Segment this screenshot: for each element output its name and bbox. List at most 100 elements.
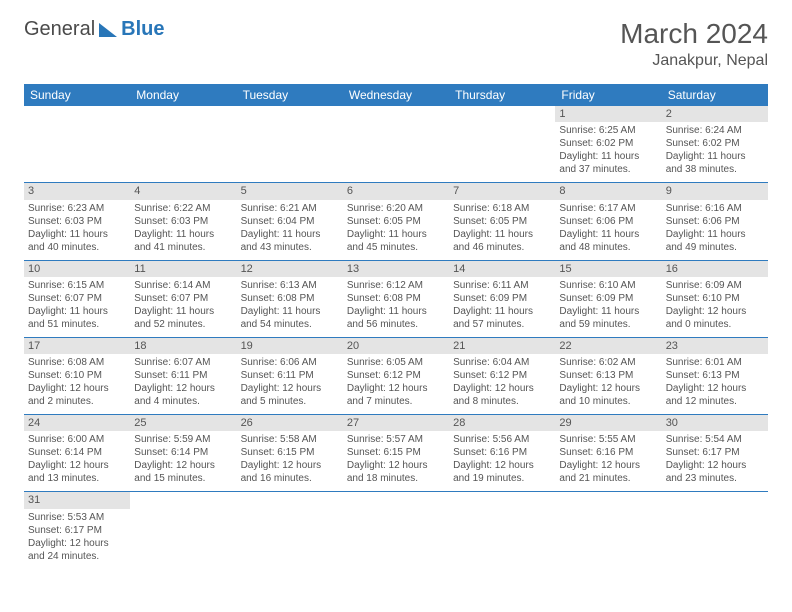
weekday-header: Sunday (24, 84, 130, 106)
header: General Blue March 2024 Janakpur, Nepal (24, 18, 768, 70)
day-details: Sunrise: 6:12 AMSunset: 6:08 PMDaylight:… (347, 279, 445, 331)
calendar-cell: . (449, 106, 555, 183)
day-details: Sunrise: 5:57 AMSunset: 6:15 PMDaylight:… (347, 433, 445, 485)
calendar-cell: 4Sunrise: 6:22 AMSunset: 6:03 PMDaylight… (130, 183, 236, 260)
day-number: 15 (555, 261, 661, 277)
day-number: 28 (449, 415, 555, 431)
calendar-cell: 29 Sunrise: 5:55 AMSunset: 6:16 PMDayligh… (555, 415, 661, 492)
day-number: 11 (130, 261, 236, 277)
calendar-cell: . (449, 492, 555, 569)
calendar-cell: 14Sunrise: 6:11 AMSunset: 6:09 PMDayligh… (449, 260, 555, 337)
day-number: 19 (237, 338, 343, 354)
calendar-cell: . (662, 492, 768, 569)
day-details: Sunrise: 6:18 AMSunset: 6:05 PMDaylight:… (453, 202, 551, 254)
location: Janakpur, Nepal (620, 52, 768, 70)
calendar-cell: 8 Sunrise: 6:17 AMSunset: 6:06 PMDaylight… (555, 183, 661, 260)
calendar-week-row: 3Sunrise: 6:23 AMSunset: 6:03 PMDaylight… (24, 183, 768, 260)
day-details: Sunrise: 6:10 AMSunset: 6:09 PMDaylight:… (559, 279, 657, 331)
day-details: Sunrise: 6:24 AMSunset: 6:02 PMDaylight:… (666, 124, 764, 176)
day-details: Sunrise: 6:09 AMSunset: 6:10 PMDaylight:… (666, 279, 764, 331)
calendar-cell: 20Sunrise: 6:05 AMSunset: 6:12 PMDayligh… (343, 337, 449, 414)
day-details: Sunrise: 6:06 AMSunset: 6:11 PMDaylight:… (241, 356, 339, 408)
calendar-cell: 31Sunrise: 5:53 AMSunset: 6:17 PMDayligh… (24, 492, 130, 569)
calendar-cell: . (555, 492, 661, 569)
day-number: 9 (662, 183, 768, 199)
calendar-cell: 16 Sunrise: 6:09 AMSunset: 6:10 PMDayligh… (662, 260, 768, 337)
day-number: 2 (662, 106, 768, 122)
day-number: 8 (555, 183, 661, 199)
logo: General Blue (24, 18, 165, 41)
calendar-cell: 24Sunrise: 6:00 AMSunset: 6:14 PMDayligh… (24, 415, 130, 492)
calendar-cell: 17Sunrise: 6:08 AMSunset: 6:10 PMDayligh… (24, 337, 130, 414)
day-number: 1 (555, 106, 661, 122)
calendar-cell: 1 Sunrise: 6:25 AMSunset: 6:02 PMDaylight… (555, 106, 661, 183)
day-number: 6 (343, 183, 449, 199)
day-number: 17 (24, 338, 130, 354)
day-details: Sunrise: 5:55 AMSunset: 6:16 PMDaylight:… (559, 433, 657, 485)
calendar-week-row: 17Sunrise: 6:08 AMSunset: 6:10 PMDayligh… (24, 337, 768, 414)
day-details: Sunrise: 6:15 AMSunset: 6:07 PMDaylight:… (28, 279, 126, 331)
weekday-row: SundayMondayTuesdayWednesdayThursdayFrid… (24, 84, 768, 106)
calendar-head: SundayMondayTuesdayWednesdayThursdayFrid… (24, 84, 768, 106)
title-block: March 2024 Janakpur, Nepal (620, 18, 768, 70)
day-details: Sunrise: 6:17 AMSunset: 6:06 PMDaylight:… (559, 202, 657, 254)
day-details: Sunrise: 5:54 AMSunset: 6:17 PMDaylight:… (666, 433, 764, 485)
day-number: 31 (24, 492, 130, 508)
calendar-cell: 12Sunrise: 6:13 AMSunset: 6:08 PMDayligh… (237, 260, 343, 337)
day-details: Sunrise: 6:02 AMSunset: 6:13 PMDaylight:… (559, 356, 657, 408)
calendar-cell: 30 Sunrise: 5:54 AMSunset: 6:17 PMDayligh… (662, 415, 768, 492)
calendar-cell: 22Sunrise: 6:02 AMSunset: 6:13 PMDayligh… (555, 337, 661, 414)
day-number: 26 (237, 415, 343, 431)
day-number: 20 (343, 338, 449, 354)
day-details: Sunrise: 6:11 AMSunset: 6:09 PMDaylight:… (453, 279, 551, 331)
calendar-cell: . (130, 106, 236, 183)
day-details: Sunrise: 6:14 AMSunset: 6:07 PMDaylight:… (134, 279, 232, 331)
calendar-cell: 15 Sunrise: 6:10 AMSunset: 6:09 PMDayligh… (555, 260, 661, 337)
logo-text-1: General (24, 18, 95, 41)
calendar-week-row: 31Sunrise: 5:53 AMSunset: 6:17 PMDayligh… (24, 492, 768, 569)
day-number: 30 (662, 415, 768, 431)
weekday-header: Monday (130, 84, 236, 106)
weekday-header: Wednesday (343, 84, 449, 106)
day-details: Sunrise: 5:58 AMSunset: 6:15 PMDaylight:… (241, 433, 339, 485)
calendar-cell: 21Sunrise: 6:04 AMSunset: 6:12 PMDayligh… (449, 337, 555, 414)
calendar-cell: 2 Sunrise: 6:24 AMSunset: 6:02 PMDaylight… (662, 106, 768, 183)
calendar-cell: . (237, 492, 343, 569)
day-details: Sunrise: 5:59 AMSunset: 6:14 PMDaylight:… (134, 433, 232, 485)
day-number: 10 (24, 261, 130, 277)
logo-triangle-icon (99, 23, 117, 37)
weekday-header: Thursday (449, 84, 555, 106)
day-details: Sunrise: 6:00 AMSunset: 6:14 PMDaylight:… (28, 433, 126, 485)
day-number: 23 (662, 338, 768, 354)
calendar-cell: . (343, 106, 449, 183)
day-details: Sunrise: 6:22 AMSunset: 6:03 PMDaylight:… (134, 202, 232, 254)
day-details: Sunrise: 6:23 AMSunset: 6:03 PMDaylight:… (28, 202, 126, 254)
day-number: 13 (343, 261, 449, 277)
day-details: Sunrise: 6:07 AMSunset: 6:11 PMDaylight:… (134, 356, 232, 408)
day-number: 27 (343, 415, 449, 431)
logo-text-2: Blue (121, 18, 164, 41)
calendar-week-row: 24Sunrise: 6:00 AMSunset: 6:14 PMDayligh… (24, 415, 768, 492)
day-number: 21 (449, 338, 555, 354)
weekday-header: Tuesday (237, 84, 343, 106)
calendar-cell: 27 Sunrise: 5:57 AMSunset: 6:15 PMDayligh… (343, 415, 449, 492)
day-details: Sunrise: 5:56 AMSunset: 6:16 PMDaylight:… (453, 433, 551, 485)
day-number: 7 (449, 183, 555, 199)
calendar-cell: 3Sunrise: 6:23 AMSunset: 6:03 PMDaylight… (24, 183, 130, 260)
calendar-cell: 28 Sunrise: 5:56 AMSunset: 6:16 PMDayligh… (449, 415, 555, 492)
day-number: 18 (130, 338, 236, 354)
day-number: 16 (662, 261, 768, 277)
calendar-cell: 11 Sunrise: 6:14 AMSunset: 6:07 PMDayligh… (130, 260, 236, 337)
calendar-week-row: 10 Sunrise: 6:15 AMSunset: 6:07 PMDayligh… (24, 260, 768, 337)
weekday-header: Friday (555, 84, 661, 106)
calendar-cell: 13 Sunrise: 6:12 AMSunset: 6:08 PMDayligh… (343, 260, 449, 337)
calendar-cell: 23Sunrise: 6:01 AMSunset: 6:13 PMDayligh… (662, 337, 768, 414)
day-number: 25 (130, 415, 236, 431)
calendar-week-row: .....1Sunrise: 6:25 AMSunset: 6:02 PMDay… (24, 106, 768, 183)
calendar-cell: 9Sunrise: 6:16 AMSunset: 6:06 PMDaylight… (662, 183, 768, 260)
day-number: 29 (555, 415, 661, 431)
calendar-cell: 25 Sunrise: 5:59 AMSunset: 6:14 PMDayligh… (130, 415, 236, 492)
day-details: Sunrise: 6:25 AMSunset: 6:02 PMDaylight:… (559, 124, 657, 176)
day-details: Sunrise: 6:20 AMSunset: 6:05 PMDaylight:… (347, 202, 445, 254)
weekday-header: Saturday (662, 84, 768, 106)
